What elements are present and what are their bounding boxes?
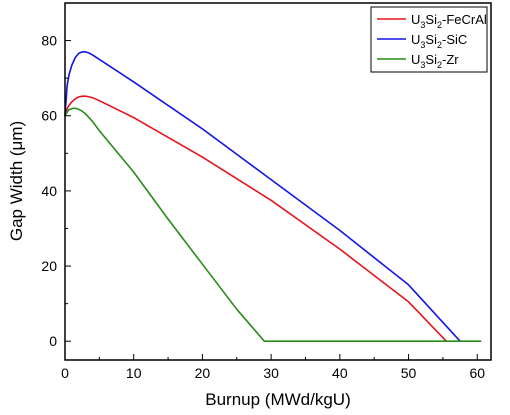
y-tick-label-80: 80 xyxy=(41,33,57,49)
x-tick-label-30: 30 xyxy=(263,365,279,381)
y-axis-title: Gap Width (μm) xyxy=(7,121,26,241)
x-tick-label-0: 0 xyxy=(61,365,69,381)
y-tick-label-0: 0 xyxy=(49,333,57,349)
x-tick-label-50: 50 xyxy=(401,365,417,381)
series-layer xyxy=(64,51,482,343)
legend-label-2: U3Si2-Zr xyxy=(411,52,459,70)
plot-frame xyxy=(64,2,492,361)
y-tick-label-20: 20 xyxy=(41,258,57,274)
legend-label-0: U3Si2-FeCrAl xyxy=(411,12,487,30)
y-tick-label-40: 40 xyxy=(41,183,57,199)
x-tick-label-60: 60 xyxy=(469,365,485,381)
ticks-layer: 0 10 20 30 40 50 60 0 20 40 60 80 xyxy=(41,33,485,381)
x-tick-label-10: 10 xyxy=(126,365,142,381)
series-line-2 xyxy=(64,107,482,343)
legend-label-1: U3Si2-SiC xyxy=(411,32,467,50)
x-axis-title: Burnup (MWd/kgU) xyxy=(205,390,350,409)
legend: U3Si2-FeCrAl U3Si2-SiC U3Si2-Zr xyxy=(370,6,488,73)
x-tick-label-40: 40 xyxy=(332,365,348,381)
series-line-1 xyxy=(64,51,461,343)
x-tick-label-20: 20 xyxy=(195,365,211,381)
series-line-0 xyxy=(64,95,448,343)
y-tick-label-60: 60 xyxy=(41,108,57,124)
